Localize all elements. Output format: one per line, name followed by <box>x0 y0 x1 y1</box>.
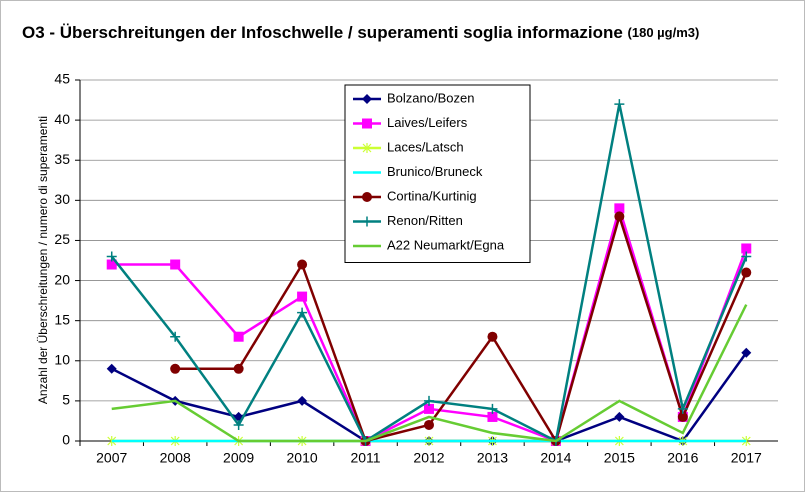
data-point <box>487 331 498 342</box>
legend-marker <box>362 216 372 227</box>
x-tick-label: 2017 <box>731 450 762 466</box>
data-point <box>741 267 752 278</box>
y-axis-label: Anzahl der Überschreitungen / numero di … <box>36 116 50 404</box>
data-point <box>424 403 434 414</box>
y-tick-label: 10 <box>54 351 70 367</box>
data-point <box>677 411 688 422</box>
data-point <box>170 363 181 374</box>
legend-marker <box>362 143 372 153</box>
x-tick-label: 2009 <box>223 450 254 466</box>
data-point <box>106 251 117 262</box>
legend-marker <box>362 118 372 129</box>
x-tick-label: 2010 <box>287 450 318 466</box>
y-tick-label: 40 <box>54 111 70 127</box>
y-tick-label: 30 <box>54 191 70 207</box>
x-tick-label: 2007 <box>96 450 127 466</box>
x-tick-label: 2016 <box>667 450 698 466</box>
x-tick-label: 2015 <box>604 450 635 466</box>
legend-label: Cortina/Kurtinig <box>387 188 477 203</box>
data-point <box>487 403 498 414</box>
data-point <box>106 363 117 374</box>
data-point <box>614 203 625 214</box>
y-tick-label: 35 <box>54 151 70 167</box>
series-line <box>175 212 748 445</box>
y-tick-label: 15 <box>54 311 70 327</box>
y-tick-label: 0 <box>62 432 70 448</box>
data-point <box>297 307 308 318</box>
data-point <box>487 411 498 422</box>
data-point <box>741 251 752 262</box>
x-tick-label: 2011 <box>350 450 380 466</box>
legend-marker <box>362 94 372 104</box>
legend-marker <box>362 192 372 202</box>
data-point <box>741 243 752 254</box>
data-point <box>106 259 117 270</box>
data-point <box>677 403 688 414</box>
data-point <box>741 347 752 358</box>
legend-label: Laives/Leifers <box>387 115 468 130</box>
y-tick-label: 20 <box>54 271 70 287</box>
x-tick-label: 2008 <box>160 450 191 466</box>
x-tick-label: 2013 <box>477 450 508 466</box>
title-main: O3 - Überschreitungen der Infoschwelle /… <box>22 23 623 42</box>
data-point <box>107 436 117 446</box>
data-point <box>233 363 244 374</box>
title-unit: (180 µg/m3) <box>628 25 700 40</box>
y-tick-label: 25 <box>54 231 70 247</box>
data-point <box>170 331 181 342</box>
data-point <box>297 291 308 302</box>
data-point <box>233 419 244 430</box>
data-point <box>614 211 625 222</box>
data-point <box>297 395 308 406</box>
legend-label: Bolzano/Bozen <box>387 90 474 105</box>
data-point <box>424 395 434 406</box>
y-tick-label: 45 <box>54 71 70 87</box>
legend-label: A22 Neumarkt/Egna <box>387 237 505 252</box>
data-point <box>614 99 625 110</box>
y-tick-label: 5 <box>62 392 70 408</box>
series-line <box>111 304 748 443</box>
x-tick-label: 2012 <box>413 450 444 466</box>
legend-label: Renon/Ritten <box>387 213 463 228</box>
legend-label: Laces/Latsch <box>387 139 464 154</box>
data-point <box>424 419 434 430</box>
data-point <box>741 436 751 446</box>
data-point <box>170 259 181 270</box>
data-point <box>233 331 244 342</box>
chart-title: O3 - Überschreitungen der Infoschwelle /… <box>22 23 699 42</box>
data-point <box>614 411 625 422</box>
legend-label: Brunico/Bruneck <box>387 164 483 179</box>
data-point <box>297 259 308 270</box>
x-tick-label: 2014 <box>540 450 571 466</box>
